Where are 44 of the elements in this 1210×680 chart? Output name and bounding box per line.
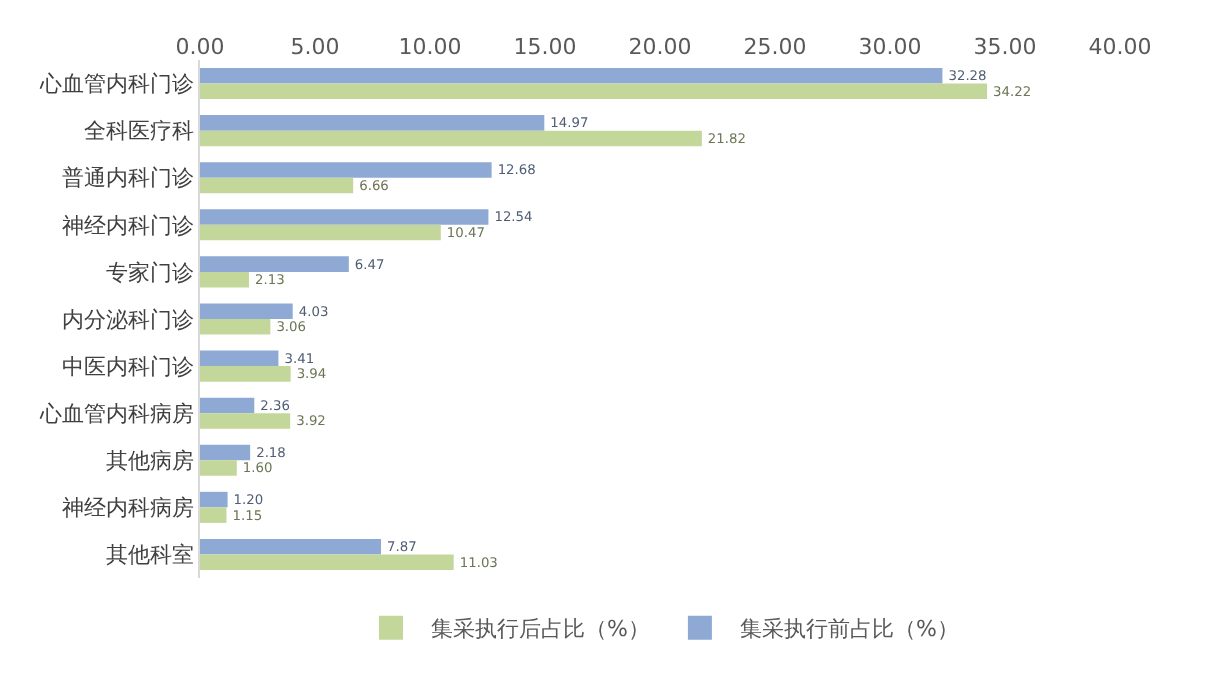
x-tick-label: 25.00 bbox=[743, 33, 807, 60]
bar bbox=[200, 554, 454, 570]
y-tick-label: 心血管内科病房 bbox=[37, 400, 194, 427]
bar bbox=[200, 460, 237, 476]
bar bbox=[200, 162, 492, 178]
bar bbox=[200, 224, 441, 241]
bar bbox=[200, 83, 988, 100]
bar bbox=[200, 538, 382, 555]
bar bbox=[200, 209, 489, 225]
bar bbox=[200, 491, 228, 508]
y-tick-label: 心血管内科门诊 bbox=[37, 71, 194, 98]
y-tick-label: 内分泌科门诊 bbox=[61, 306, 194, 333]
y-tick-label: 普通内科门诊 bbox=[61, 165, 194, 192]
y-tick-label: 其他病房 bbox=[105, 447, 194, 474]
bar bbox=[200, 177, 354, 194]
x-tick-label: 40.00 bbox=[1088, 33, 1152, 60]
x-tick-label: 0.00 bbox=[175, 33, 225, 60]
x-tick-label: 35.00 bbox=[973, 33, 1037, 60]
x-tick-label: 20.00 bbox=[628, 33, 692, 60]
bar bbox=[200, 319, 271, 335]
y-tick-label: 神经内科病房 bbox=[61, 495, 194, 522]
bar bbox=[200, 68, 943, 84]
bar bbox=[200, 366, 291, 382]
bar bbox=[200, 303, 293, 319]
x-tick-label: 5.00 bbox=[290, 33, 340, 60]
bar bbox=[200, 413, 291, 429]
y-tick-label: 专家门诊 bbox=[105, 259, 194, 286]
y-tick-label: 全科医疗科 bbox=[83, 118, 194, 145]
x-tick-label: 10.00 bbox=[398, 33, 462, 60]
y-tick-label: 中医内科门诊 bbox=[61, 353, 194, 380]
bar bbox=[200, 350, 279, 367]
legend-label: 集采执行后占比（%） bbox=[431, 616, 650, 643]
bar bbox=[200, 507, 227, 523]
x-tick-label: 15.00 bbox=[513, 33, 577, 60]
y-tick-label: 神经内科门诊 bbox=[61, 212, 194, 239]
bar bbox=[200, 115, 545, 131]
bar bbox=[200, 256, 349, 272]
bar bbox=[200, 397, 255, 414]
bar bbox=[200, 444, 251, 461]
bar bbox=[200, 130, 702, 147]
bar bbox=[200, 271, 249, 288]
x-tick-label: 30.00 bbox=[858, 33, 922, 60]
y-tick-label: 其他科室 bbox=[105, 542, 194, 569]
legend-label: 集采执行前占比（%） bbox=[739, 616, 959, 643]
